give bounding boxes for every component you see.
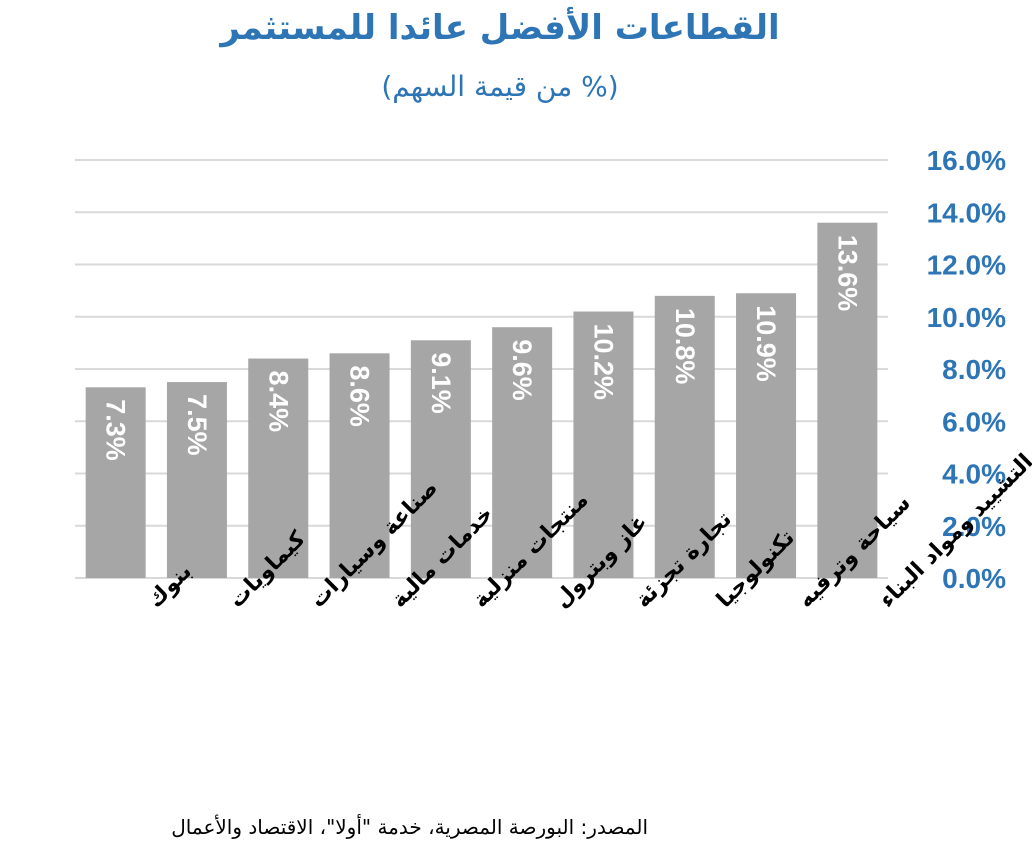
data-labels: 7.3% 7.5% 8.4% 8.6% 9.1% 9.6% 10.2% 10.8% 10.9% 1… <box>101 235 863 461</box>
data-label: 10.2% <box>588 324 618 401</box>
source-note: المصدر: البورصة المصرية، خدمة "أولا"، ال… <box>171 815 648 839</box>
data-label: 10.9% <box>751 305 781 382</box>
y-tick-label: 16.0% <box>927 145 1006 176</box>
chart-title: القطاعات الأفضل عائدا للمستثمر <box>220 8 780 48</box>
y-tick-label: 14.0% <box>927 197 1006 228</box>
y-tick-label: 4.0% <box>942 459 1006 490</box>
bar <box>817 222 878 578</box>
bar <box>248 358 309 578</box>
y-axis-ticks: 0.0% 2.0% 4.0% 6.0% 8.0% 10.0% 12.0% 14.0% 16.0% <box>927 145 1007 594</box>
data-label: 10.8% <box>670 308 700 385</box>
y-tick-label: 6.0% <box>942 406 1006 437</box>
bar <box>85 387 146 578</box>
data-label: 9.1% <box>426 352 456 414</box>
bar-chart: 7.3% 7.5% 8.4% 8.6% 9.1% 9.6% 10.2% 10.8% 10.9% 1… <box>75 145 1032 613</box>
bar <box>736 293 797 578</box>
bar <box>573 311 634 578</box>
y-tick-label: 12.0% <box>927 250 1006 281</box>
data-label: 9.6% <box>507 339 537 401</box>
bar <box>410 340 471 578</box>
bar <box>166 382 227 578</box>
y-tick-label: 8.0% <box>942 354 1006 385</box>
data-label: 13.6% <box>832 235 862 312</box>
bar <box>654 295 715 578</box>
chart-subtitle: (% من قيمة السهم) <box>381 70 619 103</box>
data-label: 8.6% <box>345 365 375 427</box>
data-label: 7.3% <box>101 399 131 461</box>
data-label: 8.4% <box>263 371 293 433</box>
bar <box>329 353 390 578</box>
y-tick-label: 2.0% <box>942 511 1006 542</box>
bar <box>492 327 553 578</box>
y-tick-label: 10.0% <box>927 302 1006 333</box>
bars <box>85 222 878 578</box>
data-label: 7.5% <box>182 394 212 456</box>
y-tick-label: 0.0% <box>942 563 1006 594</box>
